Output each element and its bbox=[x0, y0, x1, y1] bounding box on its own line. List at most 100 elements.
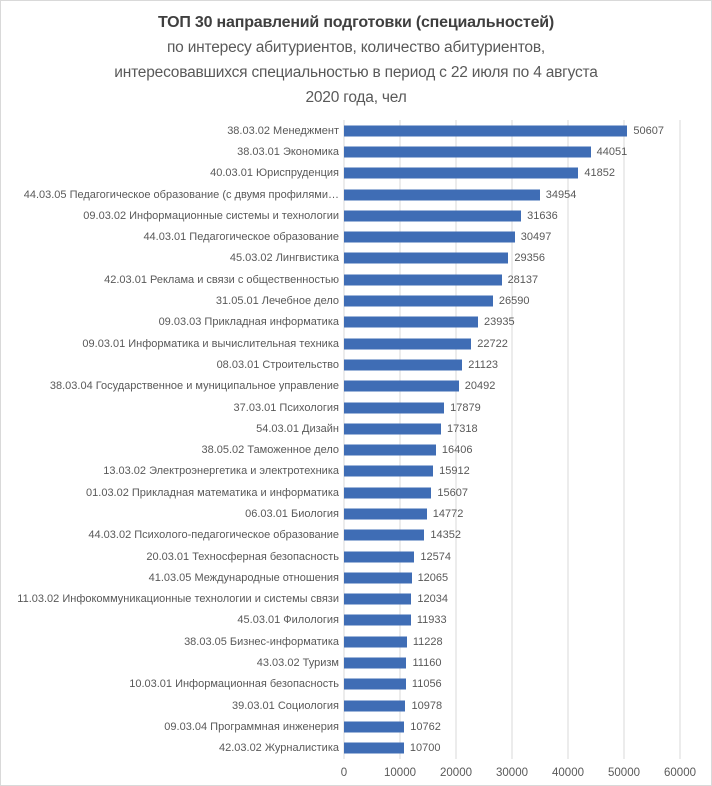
value-label: 31636 bbox=[527, 209, 558, 222]
bar bbox=[344, 721, 405, 733]
category-label: 09.03.03 Прикладная информатика bbox=[158, 316, 339, 329]
grid-line bbox=[455, 120, 457, 759]
x-tick-label: 60000 bbox=[664, 767, 696, 779]
value-label: 50607 bbox=[633, 124, 664, 137]
category-label: 45.03.01 Филология bbox=[237, 614, 339, 627]
category-label: 09.03.04 Программная инженерия bbox=[164, 720, 339, 733]
bar bbox=[344, 593, 412, 605]
grid-line bbox=[343, 120, 345, 759]
value-label: 12065 bbox=[417, 571, 449, 584]
value-label: 29356 bbox=[514, 252, 545, 265]
value-label: 10700 bbox=[409, 742, 441, 755]
bar bbox=[344, 444, 436, 456]
x-tick-label: 20000 bbox=[440, 767, 472, 779]
bar-track: 50607 bbox=[344, 120, 680, 141]
chart-row: 45.03.02 Лингвистика 29356 bbox=[1, 248, 711, 269]
bar bbox=[344, 189, 540, 201]
chart-row: 44.03.05 Педагогическое образование (с д… bbox=[1, 184, 711, 205]
bar-track: 30497 bbox=[344, 226, 680, 247]
category-label: 43.03.02 Туризм bbox=[256, 657, 339, 670]
bar-track: 14772 bbox=[344, 503, 680, 524]
category-label: 40.03.01 Юриспруденция bbox=[210, 167, 339, 180]
bar bbox=[344, 252, 509, 264]
value-label: 44051 bbox=[596, 145, 628, 158]
value-label: 11056 bbox=[411, 678, 442, 691]
value-label: 20492 bbox=[464, 380, 496, 393]
bar bbox=[344, 487, 432, 499]
bar-track: 31636 bbox=[344, 205, 680, 226]
grid-line bbox=[679, 120, 681, 759]
chart-row: 45.03.01 Филология 11933 bbox=[1, 610, 711, 631]
chart-row: 41.03.05 Международные отношения 12065 bbox=[1, 567, 711, 588]
bar bbox=[344, 274, 502, 286]
bar-track: 15912 bbox=[344, 461, 680, 482]
bar-track: 10762 bbox=[344, 716, 680, 737]
x-tick-label: 50000 bbox=[608, 767, 640, 779]
bar bbox=[344, 572, 412, 584]
category-label: 38.03.02 Менеджмент bbox=[227, 124, 339, 137]
value-label: 21123 bbox=[468, 358, 499, 371]
bar bbox=[344, 529, 425, 541]
chart-row: 44.03.01 Педагогическое образование 30497 bbox=[1, 226, 711, 247]
chart-row: 20.03.01 Техносферная безопасность 12574 bbox=[1, 546, 711, 567]
chart-row: 11.03.02 Инфокоммуникационные технологии… bbox=[1, 589, 711, 610]
bar bbox=[344, 636, 407, 648]
value-label: 16406 bbox=[441, 444, 473, 457]
gridlines bbox=[343, 120, 681, 759]
value-label: 11933 bbox=[416, 614, 447, 627]
chart-row: 01.03.02 Прикладная математика и информа… bbox=[1, 482, 711, 503]
chart-row: 08.03.01 Строительство 21123 bbox=[1, 354, 711, 375]
bar-track: 15607 bbox=[344, 482, 680, 503]
category-label: 42.03.02 Журналистика bbox=[218, 742, 339, 755]
value-label: 41852 bbox=[584, 167, 615, 180]
chart-row: 44.03.02 Психолого-педагогическое образо… bbox=[1, 525, 711, 546]
value-label: 15912 bbox=[439, 465, 470, 478]
bar bbox=[344, 465, 434, 477]
category-label: 10.03.01 Информационная безопасность bbox=[129, 678, 339, 691]
category-label: 09.03.02 Информационные системы и технол… bbox=[83, 209, 339, 222]
category-label: 38.03.05 Бизнес-информатика bbox=[184, 635, 339, 648]
bar-rows: 38.03.02 Менеджмент 50607 38.03.01 Экономи… bbox=[1, 120, 711, 759]
chart-row: 06.03.01 Биология 14772 bbox=[1, 503, 711, 524]
chart-row: 31.05.01 Лечебное дело 26590 bbox=[1, 290, 711, 311]
bar bbox=[344, 125, 628, 137]
bar bbox=[344, 380, 459, 392]
chart-row: 43.03.02 Туризм 11160 bbox=[1, 652, 711, 673]
category-label: 38.05.02 Таможенное дело bbox=[201, 444, 339, 457]
bar bbox=[344, 338, 472, 350]
bar bbox=[344, 657, 407, 669]
chart-title: ТОП 30 направлений подготовки (специальн… bbox=[157, 14, 555, 31]
value-label: 23935 bbox=[484, 316, 515, 329]
value-label: 14352 bbox=[430, 529, 461, 542]
value-label: 12034 bbox=[417, 593, 448, 606]
category-label: 31.05.01 Лечебное дело bbox=[215, 295, 339, 308]
bar-track: 11228 bbox=[344, 631, 680, 652]
bar-track: 16406 bbox=[344, 439, 680, 460]
chart-row: 39.03.01 Социология 10978 bbox=[1, 695, 711, 716]
bar-track: 12574 bbox=[344, 546, 680, 567]
category-label: 37.03.01 Психология bbox=[233, 401, 339, 414]
bar-track: 44051 bbox=[344, 141, 680, 162]
category-label: 13.03.02 Электроэнергетика и электротехн… bbox=[103, 465, 339, 478]
chart-row: 09.03.03 Прикладная информатика 23935 bbox=[1, 312, 711, 333]
chart-row: 13.03.02 Электроэнергетика и электротехн… bbox=[1, 461, 711, 482]
value-label: 30497 bbox=[520, 231, 552, 244]
grid-line bbox=[511, 120, 513, 759]
chart-row: 09.03.04 Программная инженерия 10762 bbox=[1, 716, 711, 737]
grid-line bbox=[399, 120, 401, 759]
bar-track: 11160 bbox=[344, 652, 680, 673]
chart-row: 38.03.05 Бизнес-информатика 11228 bbox=[1, 631, 711, 652]
category-label: 44.03.05 Педагогическое образование (с д… bbox=[23, 188, 339, 201]
category-label: 20.03.01 Техносферная безопасность bbox=[146, 550, 339, 563]
bar-track: 21123 bbox=[344, 354, 680, 375]
chart-subtitle-line-3: 2020 года, чел bbox=[305, 89, 407, 106]
bar-track: 10700 bbox=[344, 738, 680, 759]
bar-track: 14352 bbox=[344, 525, 680, 546]
category-label: 06.03.01 Биология bbox=[245, 507, 339, 520]
chart-title-block: ТОП 30 направлений подготовки (специальн… bbox=[1, 1, 711, 110]
bar-track: 12034 bbox=[344, 589, 680, 610]
bar-track: 10978 bbox=[344, 695, 680, 716]
bar bbox=[344, 508, 427, 520]
category-label: 08.03.01 Строительство bbox=[216, 358, 339, 371]
